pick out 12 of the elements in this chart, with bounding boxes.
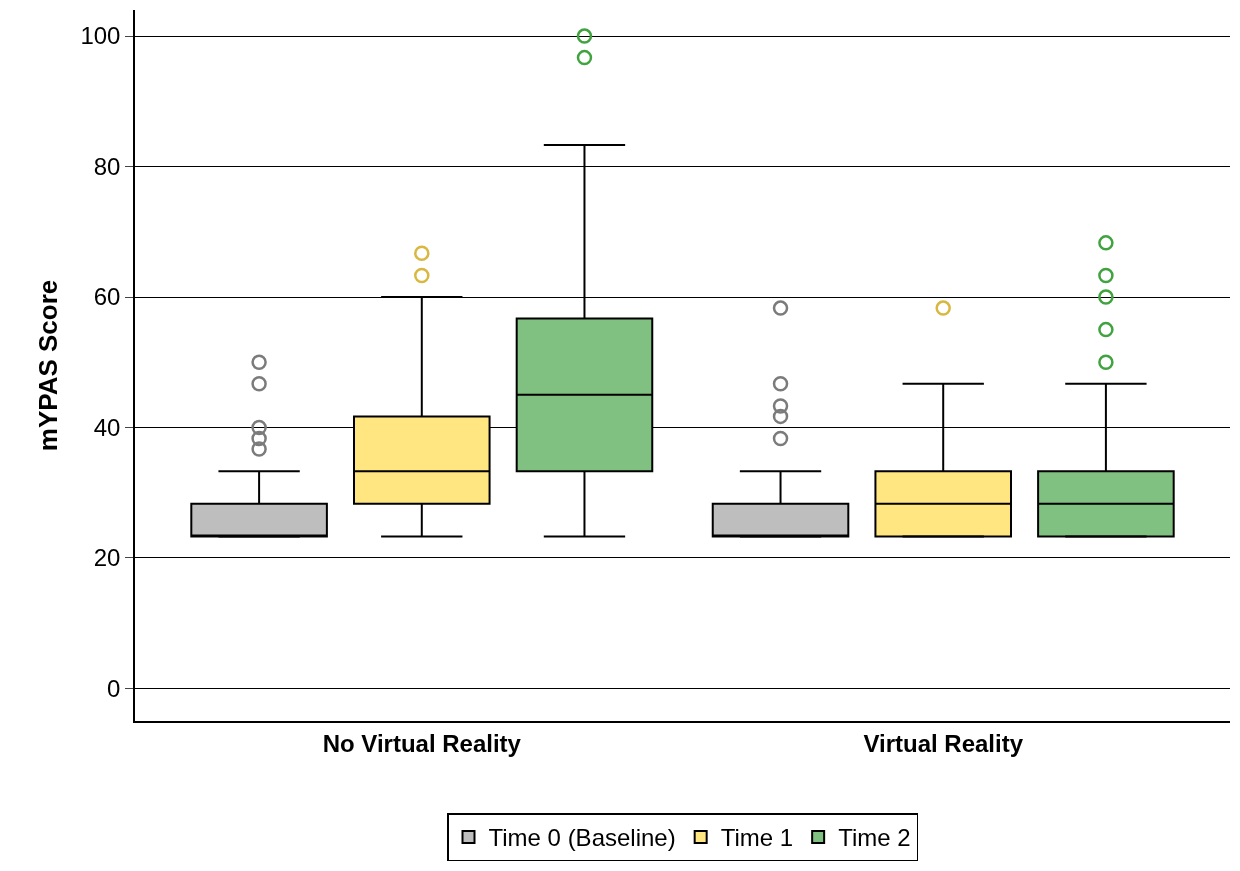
legend-label: Time 2	[838, 824, 911, 852]
x-tick-label: No Virtual Reality	[322, 729, 522, 757]
y-axis-title: mYPAS Score	[33, 279, 64, 452]
y-tick-label: 40	[93, 413, 121, 441]
y-tick-label: 20	[93, 544, 121, 572]
y-tick-label: 0	[107, 674, 121, 702]
y-tick-label: 80	[93, 152, 121, 180]
legend-label: Time 1	[720, 824, 794, 852]
legend-label: Time 0 (Baseline)	[488, 824, 676, 852]
y-tick-label: 60	[93, 283, 121, 311]
y-tick-label: 100	[80, 22, 121, 50]
x-tick-label: Virtual Reality	[863, 729, 1024, 757]
